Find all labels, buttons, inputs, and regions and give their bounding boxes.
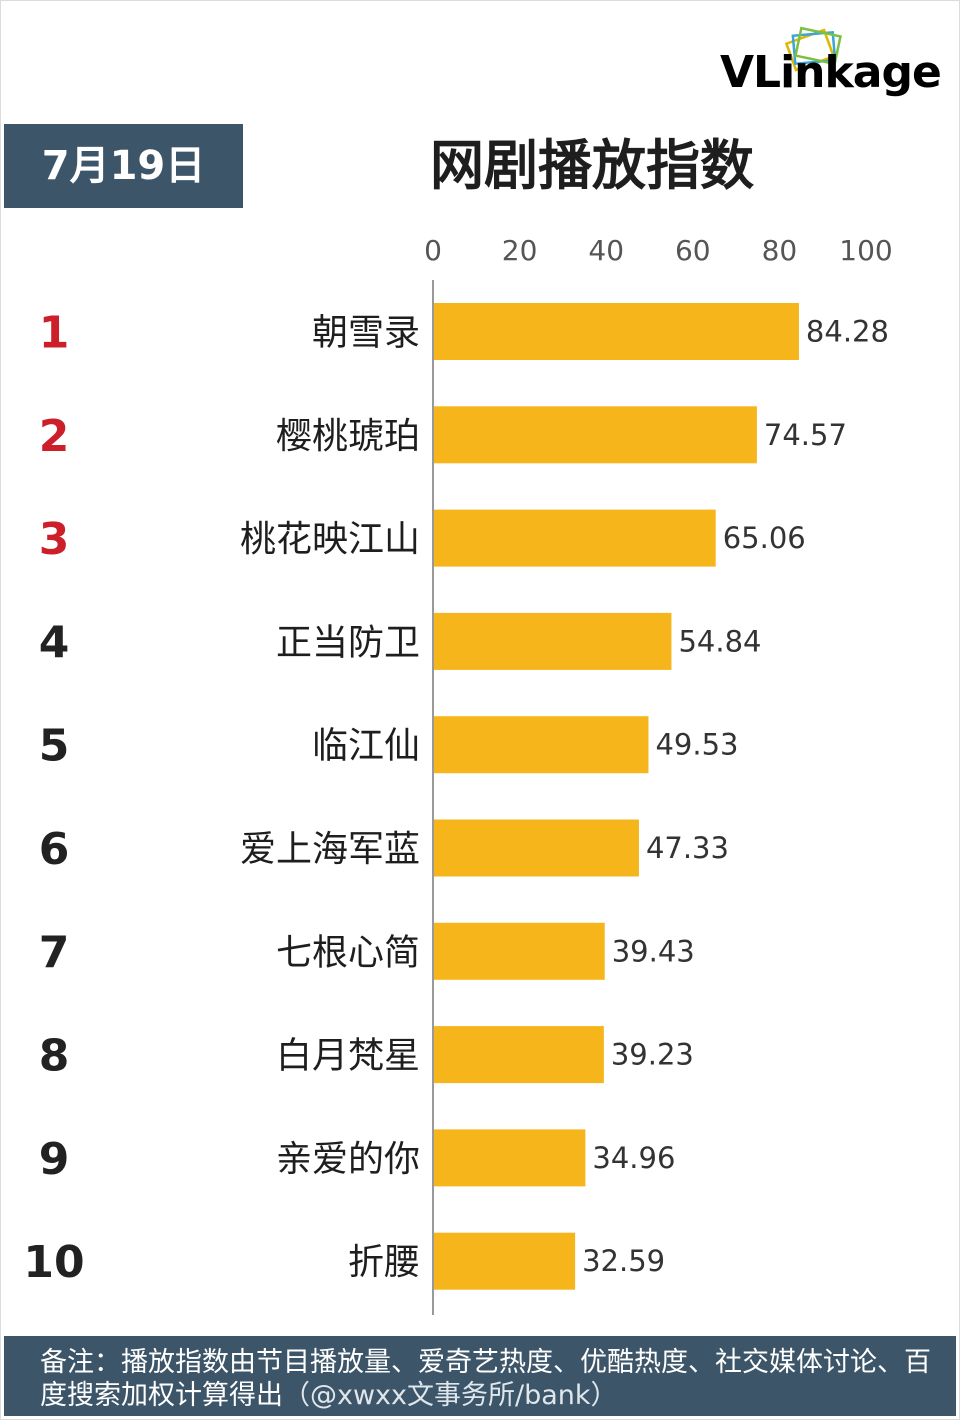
rank-number: 7 — [39, 927, 70, 978]
category-label: 折腰 — [348, 1242, 420, 1283]
rank-number: 6 — [39, 824, 70, 875]
rank-number: 9 — [39, 1134, 70, 1185]
bar — [434, 922, 605, 980]
x-tick-label: 20 — [502, 234, 538, 267]
bar — [434, 819, 639, 877]
bar — [434, 303, 799, 360]
vlinkage-logo: VLinkage — [720, 18, 950, 108]
bar — [434, 1129, 586, 1187]
data-label: 34.96 — [592, 1141, 675, 1175]
category-label: 樱桃琥珀 — [276, 416, 420, 457]
category-label: 桃花映江山 — [240, 519, 420, 560]
x-tick-label: 40 — [588, 234, 624, 267]
watermark-text: （@xwxx文事务所/bank） — [283, 1380, 618, 1411]
x-tick-label: 100 — [839, 234, 892, 267]
chart-title: 网剧播放指数 — [430, 134, 754, 197]
category-label: 白月梵星 — [276, 1036, 420, 1077]
x-tick-label: 80 — [762, 234, 798, 267]
rank-number: 5 — [39, 721, 70, 772]
logo-cards-icon — [784, 26, 842, 72]
category-label: 正当防卫 — [276, 622, 420, 663]
data-label: 84.28 — [806, 315, 889, 349]
data-label: 32.59 — [582, 1244, 665, 1278]
bar-chart: 0 20 40 60 80 100 84.28 朝雪录 1 74.57 樱桃琥珀 2 65.06 桃花映江… — [23, 234, 893, 1315]
bar — [434, 1232, 576, 1290]
category-label: 临江仙 — [312, 726, 420, 767]
category-label: 爱上海军蓝 — [240, 829, 420, 870]
data-label: 65.06 — [723, 521, 806, 555]
footnote-text: 备注：播放指数由节目播放量、爱奇艺热度、优酷热度、社交媒体讨论、百度搜索加权计算… — [40, 1347, 931, 1411]
x-tick-label: 60 — [675, 234, 711, 267]
date-badge: 7月19日 — [4, 124, 243, 208]
footnote-bar: 备注：播放指数由节目播放量、爱奇艺热度、优酷热度、社交媒体讨论、百度搜索加权计算… — [4, 1336, 956, 1416]
data-label: 74.57 — [764, 418, 847, 452]
data-label: 39.43 — [612, 934, 695, 968]
rank-number: 1 — [39, 308, 70, 359]
data-label: 49.53 — [655, 728, 738, 762]
bar — [434, 612, 672, 670]
data-label: 54.84 — [678, 624, 761, 658]
bar — [434, 509, 716, 567]
category-label: 朝雪录 — [312, 313, 420, 354]
bar — [434, 716, 649, 774]
rank-number: 4 — [39, 617, 70, 668]
rank-number: 8 — [39, 1031, 70, 1082]
logo-wordmark: VLinkage — [720, 47, 942, 98]
category-label: 亲爱的你 — [276, 1139, 420, 1180]
rank-number: 2 — [39, 411, 70, 462]
bar — [434, 406, 757, 464]
rank-number: 10 — [23, 1237, 84, 1288]
data-label: 39.23 — [611, 1038, 694, 1072]
category-label: 七根心简 — [276, 932, 420, 973]
rank-number: 3 — [39, 514, 70, 565]
bar — [434, 1026, 604, 1084]
data-label: 47.33 — [646, 831, 729, 865]
x-tick-label: 0 — [424, 234, 442, 267]
